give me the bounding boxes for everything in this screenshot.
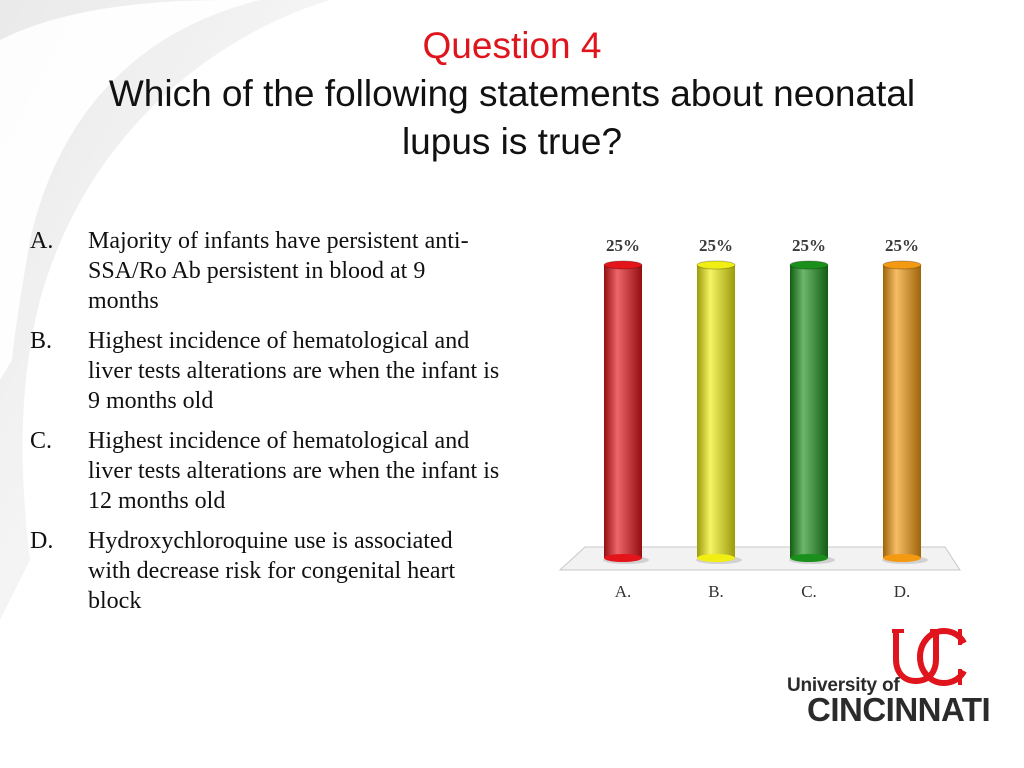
question-text-line-2: lupus is true? <box>401 121 623 162</box>
option-letter: B. <box>30 328 53 354</box>
bar-base <box>790 554 828 562</box>
category-label: D. <box>894 582 911 601</box>
answer-options: A. Majority of infants have persistent a… <box>30 226 500 626</box>
option-d: D. Hydroxychloroquine use is associated … <box>30 526 500 616</box>
bar-value-label: 25% <box>792 236 826 255</box>
bar-shading <box>604 265 642 558</box>
option-b: B. Highest incidence of hematological an… <box>30 326 500 416</box>
logo-university-of: University of <box>787 675 900 696</box>
bar-value-label: 25% <box>699 236 733 255</box>
bar-shading <box>790 265 828 558</box>
option-c: C. Highest incidence of hematological an… <box>30 426 500 516</box>
slide-title: Question 4 Which of the following statem… <box>40 22 984 166</box>
bar-base <box>883 554 921 562</box>
bar-top <box>603 260 643 270</box>
bar-value-label: 25% <box>606 236 640 255</box>
university-logo: University of CINCINNATI <box>780 625 991 728</box>
option-text: Majority of infants have persistent anti… <box>88 228 469 314</box>
bar-top <box>696 260 736 270</box>
option-letter: C. <box>30 428 53 454</box>
question-text-line-1: Which of the following statements about … <box>108 73 916 114</box>
question-number: Question 4 <box>422 25 602 66</box>
bar-shading <box>883 265 921 558</box>
option-letter: D. <box>30 528 54 554</box>
bar-base <box>697 554 735 562</box>
option-letter: A. <box>30 228 54 254</box>
option-text: Highest incidence of hematological and l… <box>88 328 500 414</box>
bar-value-label: 25% <box>885 236 919 255</box>
uc-logo-icon <box>892 627 967 687</box>
category-label: A. <box>615 582 632 601</box>
bar-base <box>604 554 642 562</box>
category-label: C. <box>801 582 817 601</box>
bar-top <box>789 260 829 270</box>
bar-shading <box>697 265 735 558</box>
results-bar-chart: 25% A. 25% B. 25% C. 25% D. <box>558 236 961 601</box>
option-text: Hydroxychloroquine use is associated wit… <box>88 528 456 614</box>
option-a: A. Majority of infants have persistent a… <box>30 226 500 316</box>
bar-top <box>882 260 922 270</box>
logo-cincinnati: CINCINNATI <box>807 691 991 728</box>
option-text: Highest incidence of hematological and l… <box>88 428 500 514</box>
category-label: B. <box>708 582 724 601</box>
